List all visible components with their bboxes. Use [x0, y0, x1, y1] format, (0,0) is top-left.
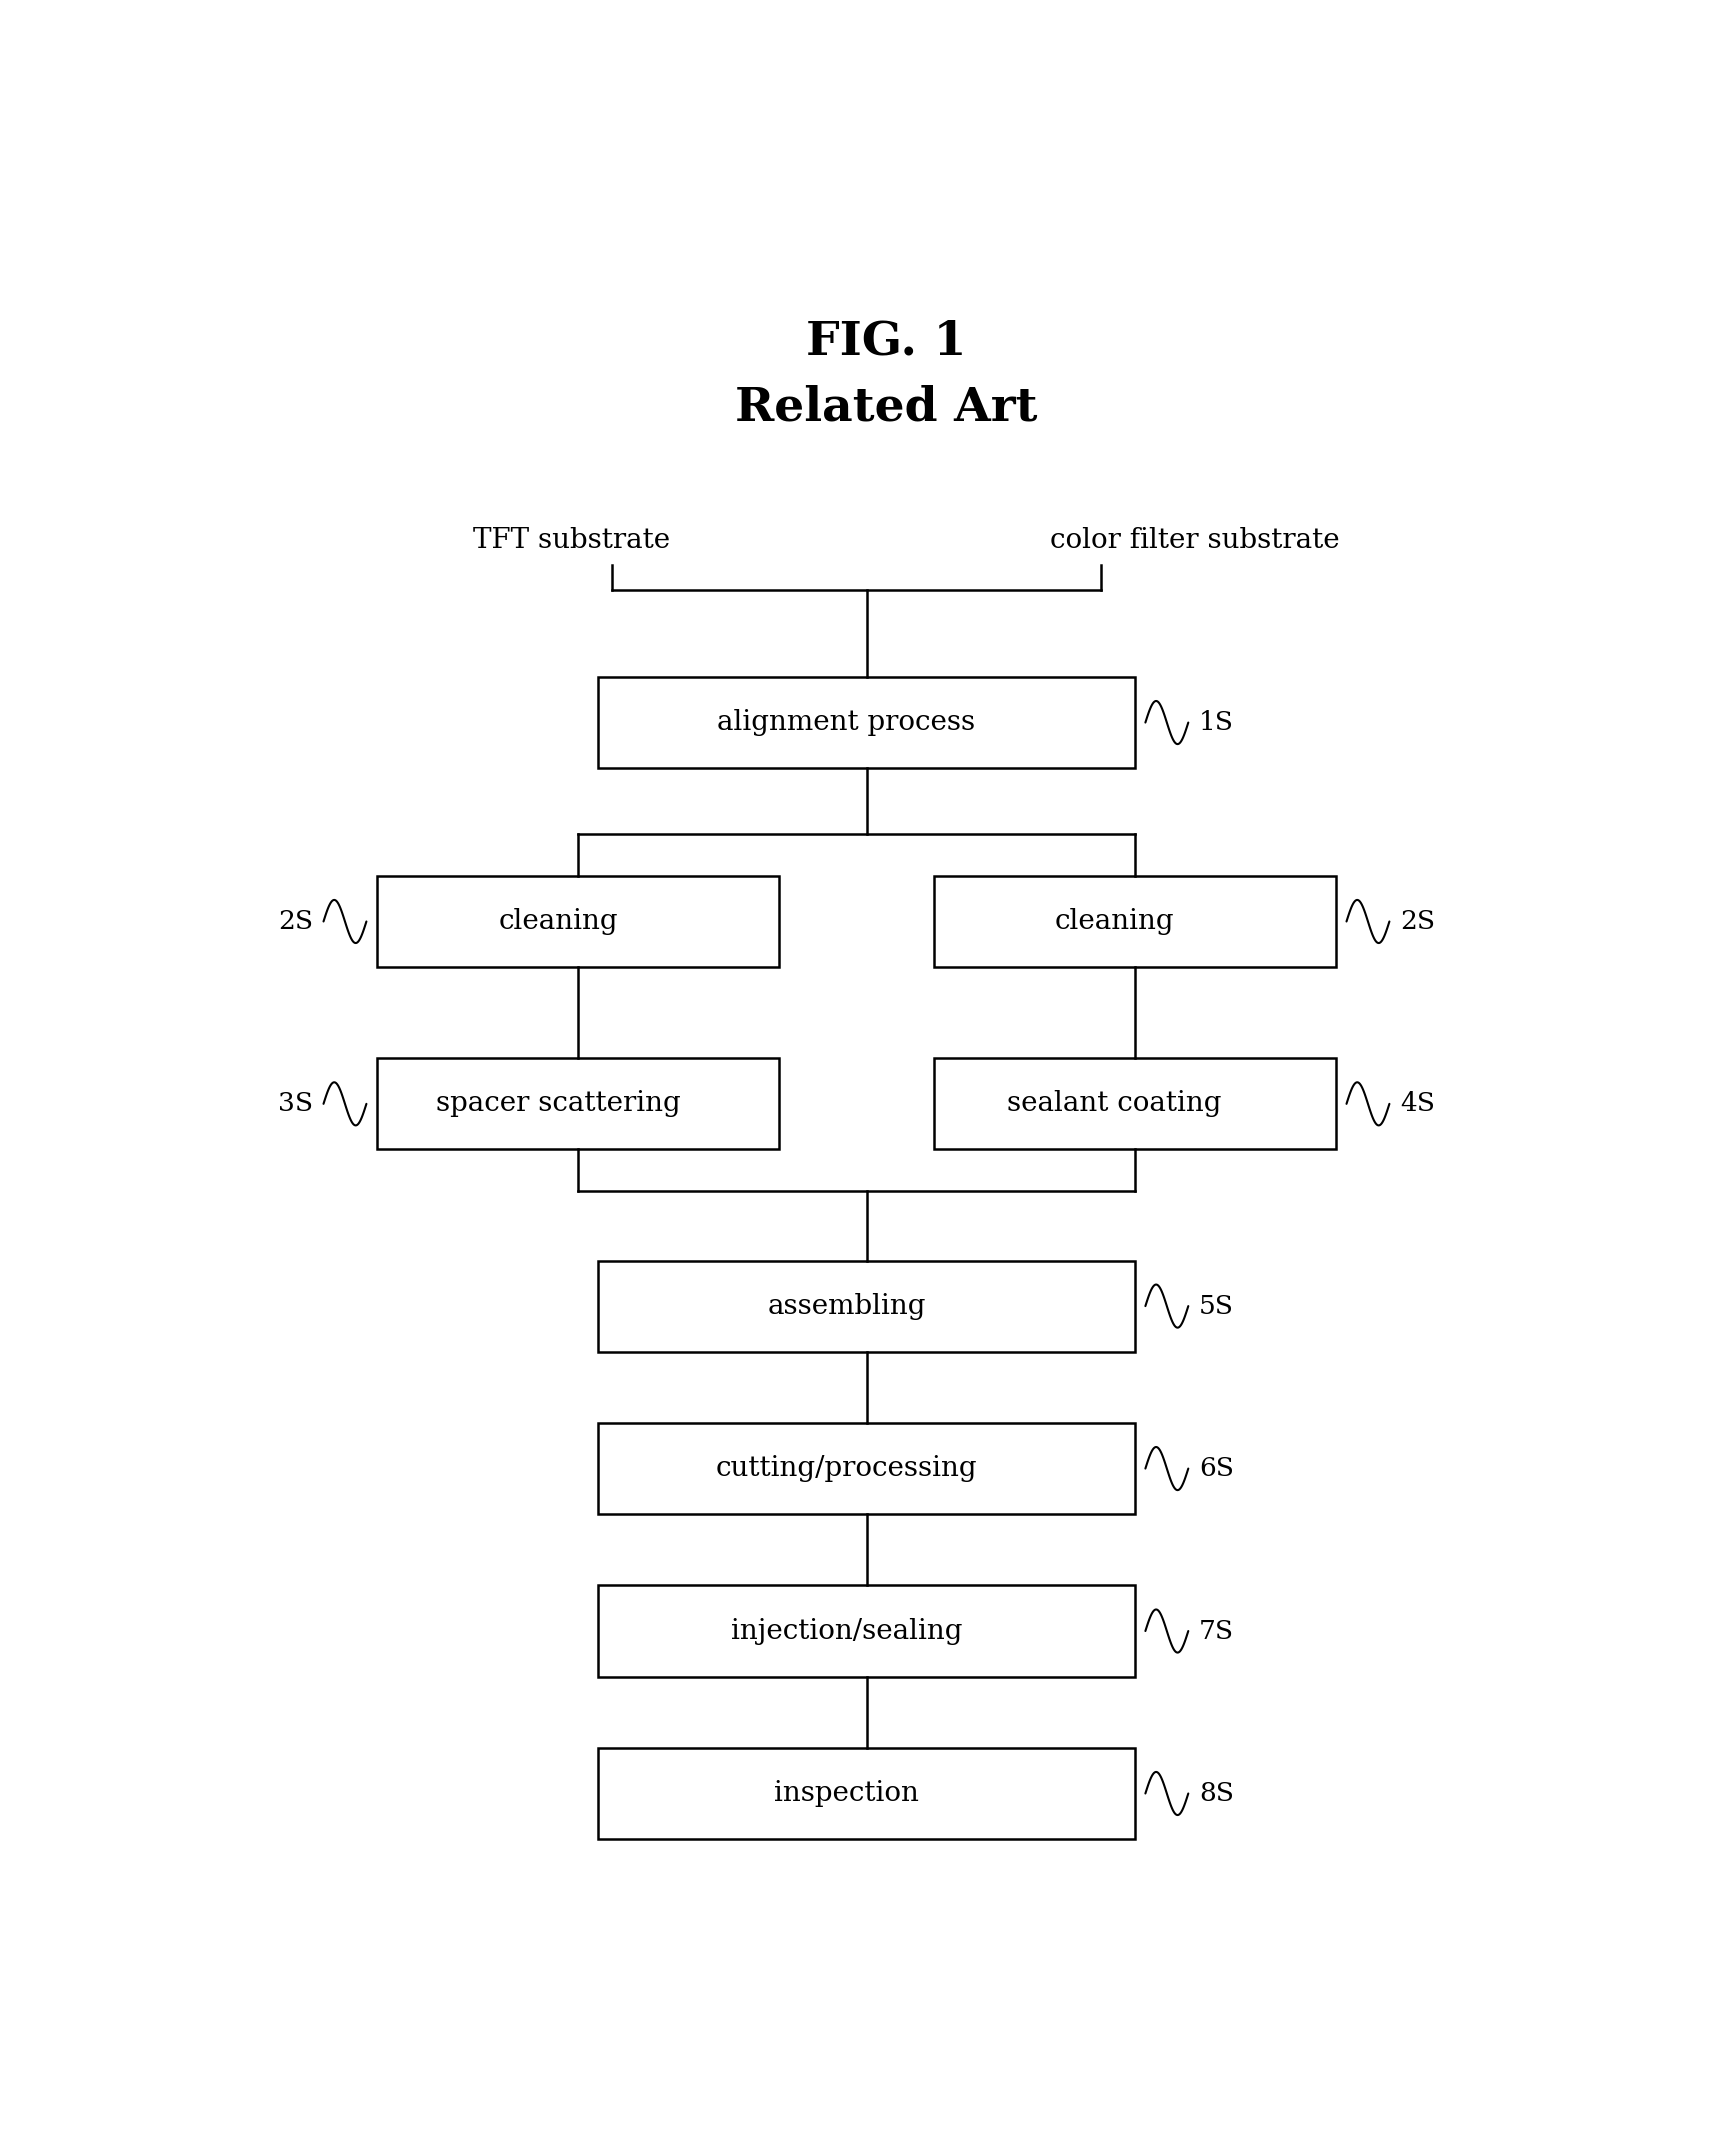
Text: assembling: assembling: [766, 1292, 926, 1320]
Text: cleaning: cleaning: [1055, 909, 1175, 934]
Text: Related Art: Related Art: [735, 385, 1038, 431]
Text: inspection: inspection: [773, 1781, 919, 1806]
Text: spacer scattering: spacer scattering: [436, 1089, 680, 1117]
Text: 3S: 3S: [279, 1092, 313, 1117]
Text: 2S: 2S: [1400, 909, 1436, 934]
Bar: [599, 1585, 1135, 1677]
Text: 8S: 8S: [1199, 1781, 1233, 1806]
Text: alignment process: alignment process: [718, 708, 976, 736]
Bar: [377, 876, 780, 967]
Bar: [377, 1059, 780, 1150]
Text: 4S: 4S: [1400, 1092, 1434, 1117]
Text: 5S: 5S: [1199, 1294, 1233, 1318]
Text: 6S: 6S: [1199, 1455, 1233, 1481]
Text: color filter substrate: color filter substrate: [1050, 527, 1339, 553]
Bar: [599, 1260, 1135, 1352]
Text: 2S: 2S: [279, 909, 313, 934]
Bar: [599, 676, 1135, 769]
Bar: [599, 1423, 1135, 1514]
Text: TFT substrate: TFT substrate: [472, 527, 670, 553]
Text: injection/sealing: injection/sealing: [730, 1617, 962, 1645]
Text: sealant coating: sealant coating: [1007, 1089, 1221, 1117]
Text: FIG. 1: FIG. 1: [806, 319, 967, 364]
Text: 7S: 7S: [1199, 1619, 1233, 1643]
Text: 1S: 1S: [1199, 710, 1233, 734]
Bar: [599, 1748, 1135, 1839]
Bar: [934, 876, 1336, 967]
Bar: [934, 1059, 1336, 1150]
Text: cleaning: cleaning: [498, 909, 618, 934]
Text: cutting/processing: cutting/processing: [716, 1455, 977, 1481]
